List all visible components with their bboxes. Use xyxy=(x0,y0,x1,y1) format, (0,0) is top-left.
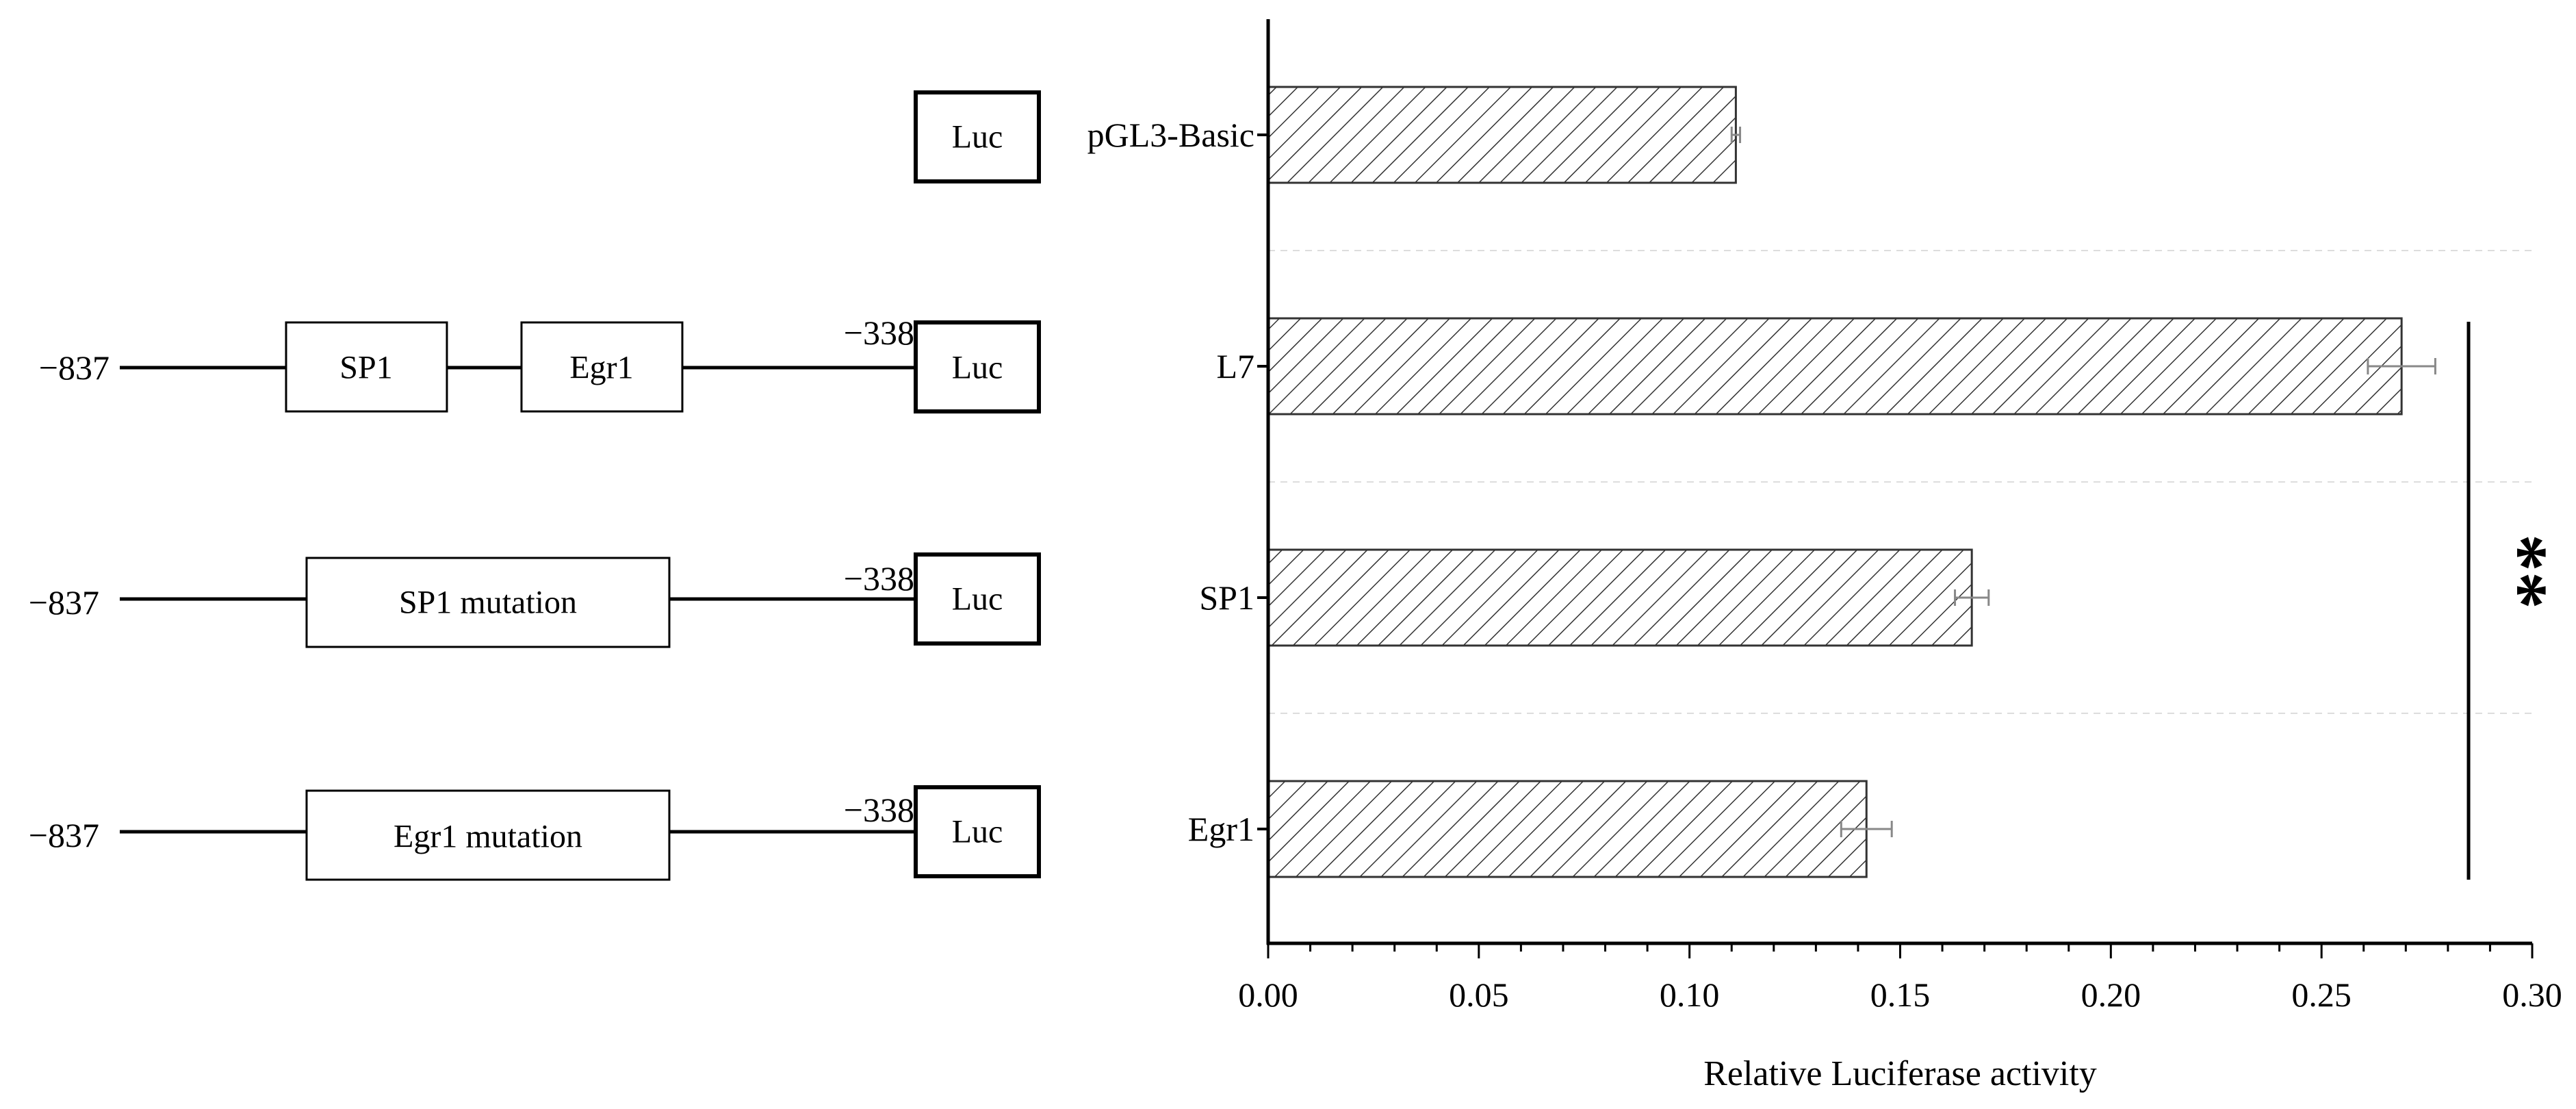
construct-egr1-mutation: −837 Egr1 mutation −338 Luc xyxy=(29,785,1041,881)
luc-label: Luc xyxy=(952,814,1003,850)
significance-label: ** xyxy=(2480,534,2563,609)
egr1-mutation-label: Egr1 mutation xyxy=(394,819,582,855)
x-tick-label: 0.05 xyxy=(1449,976,1509,1014)
luc-box xyxy=(914,552,1041,646)
luc-label: Luc xyxy=(952,350,1003,386)
bar-pgl3-basic xyxy=(1267,86,1737,184)
egr1-mutation-box xyxy=(305,789,671,881)
sp1-site-label: SP1 xyxy=(339,350,392,386)
sp1-site-box xyxy=(285,321,448,413)
x-tick-label: 0.25 xyxy=(2291,976,2352,1014)
construct-end-label: −338 xyxy=(844,559,914,598)
bar-l7 xyxy=(1267,317,2403,416)
luc-box xyxy=(914,785,1041,878)
construct-start-label: −837 xyxy=(39,348,110,387)
x-axis-title: Relative Luciferase activity xyxy=(1703,1054,2097,1093)
construct-start-label: −837 xyxy=(29,583,99,622)
category-label: Egr1 xyxy=(1188,810,1254,848)
bar-sp1 xyxy=(1267,548,1973,647)
construct-end-label: −338 xyxy=(844,791,914,829)
x-tick-label: 0.00 xyxy=(1238,976,1298,1014)
bar-egr1 xyxy=(1267,780,1868,878)
luc-label: Luc xyxy=(952,581,1003,617)
construct-end-label: −338 xyxy=(844,314,914,352)
construct-l7: −837 SP1 Egr1 −338 Luc xyxy=(39,314,1041,413)
category-label: SP1 xyxy=(1199,578,1254,617)
bar-chart: pGL3-Basic L7 SP1 Egr1 0.00 0.05 0.10 0.15 0.20 0… xyxy=(1087,19,2563,1093)
category-label: L7 xyxy=(1216,347,1254,385)
x-tick-label: 0.30 xyxy=(2502,976,2562,1014)
basic-luc-box xyxy=(914,90,1041,183)
category-label: pGL3-Basic xyxy=(1087,116,1254,154)
x-tick-label: 0.15 xyxy=(1870,976,1931,1014)
egr1-site-label: Egr1 xyxy=(569,350,633,386)
construct-sp1-mutation: −837 SP1 mutation −338 Luc xyxy=(29,552,1041,648)
luc-box xyxy=(914,320,1041,413)
construct-diagram: Luc −837 SP1 Egr1 −338 Luc −837 SP1 muta… xyxy=(29,90,1041,881)
egr1-site-box xyxy=(520,321,684,413)
construct-start-label: −837 xyxy=(29,816,99,854)
sp1-mutation-box xyxy=(305,557,671,648)
x-tick-label: 0.20 xyxy=(2081,976,2141,1014)
basic-luc-label: Luc xyxy=(952,119,1003,155)
sp1-mutation-label: SP1 mutation xyxy=(399,585,577,621)
x-tick-label: 0.10 xyxy=(1660,976,1720,1014)
